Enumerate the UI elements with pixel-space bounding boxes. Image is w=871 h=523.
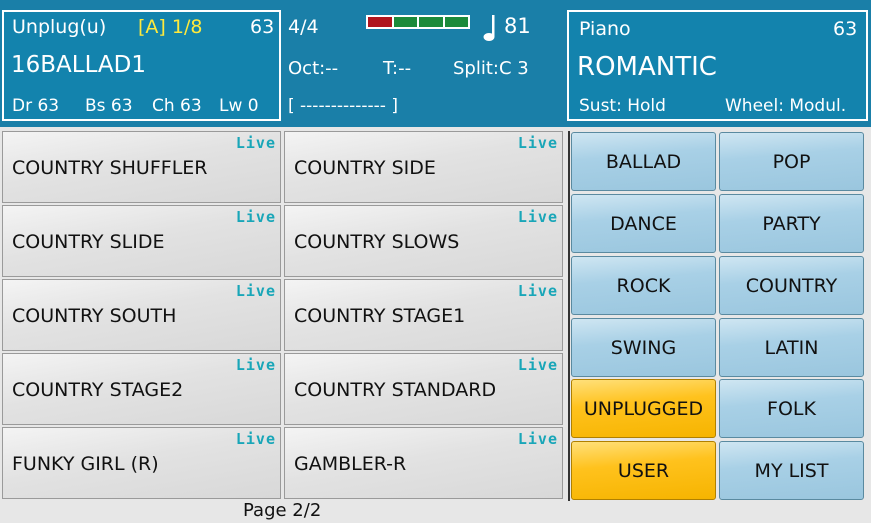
voice-info-panel[interactable]: Piano 63 ROMANTIC Sust: Hold Wheel: Modu… (567, 10, 868, 121)
time-signature: 4/4 (288, 16, 319, 38)
style-item-name: COUNTRY SLIDE (12, 231, 165, 253)
style-list: Live COUNTRY SHUFFLER Live COUNTRY SIDE … (2, 131, 565, 501)
note-icon (483, 15, 495, 41)
style-item[interactable]: Live COUNTRY STAGE2 (2, 353, 281, 425)
style-info-panel[interactable]: Unplug(u) [A] 1/8 63 16BALLAD1 Dr 63 Bs … (2, 10, 281, 121)
live-tag: Live (517, 208, 558, 226)
style-item[interactable]: Live COUNTRY SLOWS (284, 205, 563, 277)
chord-volume: Ch 63 (152, 96, 202, 116)
bass-volume: Bs 63 (85, 96, 133, 116)
style-item-name: COUNTRY STAGE1 (294, 305, 466, 327)
sustain-status: Sust: Hold (579, 96, 666, 116)
lower-volume: Lw 0 (219, 96, 259, 116)
live-tag: Live (517, 134, 558, 152)
category-country-button[interactable]: COUNTRY (719, 256, 864, 315)
style-item[interactable]: Live COUNTRY SLIDE (2, 205, 281, 277)
style-item[interactable]: Live COUNTRY STANDARD (284, 353, 563, 425)
live-tag: Live (517, 356, 558, 374)
style-variation: [A] 1/8 (138, 16, 203, 38)
category-ballad-button[interactable]: BALLAD (571, 132, 716, 191)
status-header: Unplug(u) [A] 1/8 63 16BALLAD1 Dr 63 Bs … (0, 0, 871, 127)
live-tag: Live (235, 356, 276, 374)
style-item-name: FUNKY GIRL (R) (12, 453, 159, 475)
page-indicator: Page 2/2 (243, 500, 322, 521)
style-item-name: GAMBLER-R (294, 453, 407, 475)
live-tag: Live (517, 282, 558, 300)
tempo-value[interactable]: 81 (504, 14, 531, 38)
live-tag: Live (235, 430, 276, 448)
chord-display: [ -------------- ] (288, 96, 398, 116)
category-rock-button[interactable]: ROCK (571, 256, 716, 315)
beat-indicator (393, 17, 417, 27)
category-latin-button[interactable]: LATIN (719, 318, 864, 377)
voice-category: Piano (579, 18, 631, 40)
wheel-status: Wheel: Modul. (725, 96, 847, 116)
style-item-name: COUNTRY SLOWS (294, 231, 460, 253)
category-folk-button[interactable]: FOLK (719, 379, 864, 438)
style-item[interactable]: Live COUNTRY STAGE1 (284, 279, 563, 351)
style-name: 16BALLAD1 (11, 52, 147, 78)
style-item[interactable]: Live FUNKY GIRL (R) (2, 427, 281, 499)
category-unplugged-button[interactable]: UNPLUGGED (571, 379, 716, 438)
transpose-value: T:-- (383, 58, 412, 79)
beat-indicator (368, 17, 392, 27)
style-volume: 63 (250, 16, 275, 38)
category-my-list-button[interactable]: MY LIST (719, 441, 864, 500)
style-item[interactable]: Live COUNTRY SIDE (284, 131, 563, 203)
drum-volume: Dr 63 (12, 96, 60, 116)
live-tag: Live (235, 134, 276, 152)
category-swing-button[interactable]: SWING (571, 318, 716, 377)
beat-meter (366, 15, 470, 29)
category-pop-button[interactable]: POP (719, 132, 864, 191)
style-item-name: COUNTRY STANDARD (294, 379, 497, 401)
category-dance-button[interactable]: DANCE (571, 194, 716, 253)
style-item-name: COUNTRY SIDE (294, 157, 436, 179)
style-item-name: COUNTRY SOUTH (12, 305, 177, 327)
octave-value: Oct:-- (288, 58, 339, 79)
performance-info-panel: 4/4 81 Oct:-- T:-- Split:C 3 [ ---------… (284, 10, 561, 121)
live-tag: Live (235, 208, 276, 226)
live-tag: Live (235, 282, 276, 300)
beat-indicator (444, 17, 468, 27)
voice-name: ROMANTIC (577, 52, 717, 82)
live-tag: Live (517, 430, 558, 448)
split-point: Split:C 3 (453, 58, 529, 79)
style-item[interactable]: Live COUNTRY SOUTH (2, 279, 281, 351)
panel-divider (568, 131, 570, 501)
category-user-button[interactable]: USER (571, 441, 716, 500)
category-party-button[interactable]: PARTY (719, 194, 864, 253)
style-item[interactable]: Live COUNTRY SHUFFLER (2, 131, 281, 203)
style-set-name: Unplug(u) (12, 16, 107, 38)
style-item-name: COUNTRY SHUFFLER (12, 157, 208, 179)
style-item-name: COUNTRY STAGE2 (12, 379, 184, 401)
style-item[interactable]: Live GAMBLER-R (284, 427, 563, 499)
voice-volume: 63 (833, 18, 858, 40)
beat-indicator (419, 17, 443, 27)
